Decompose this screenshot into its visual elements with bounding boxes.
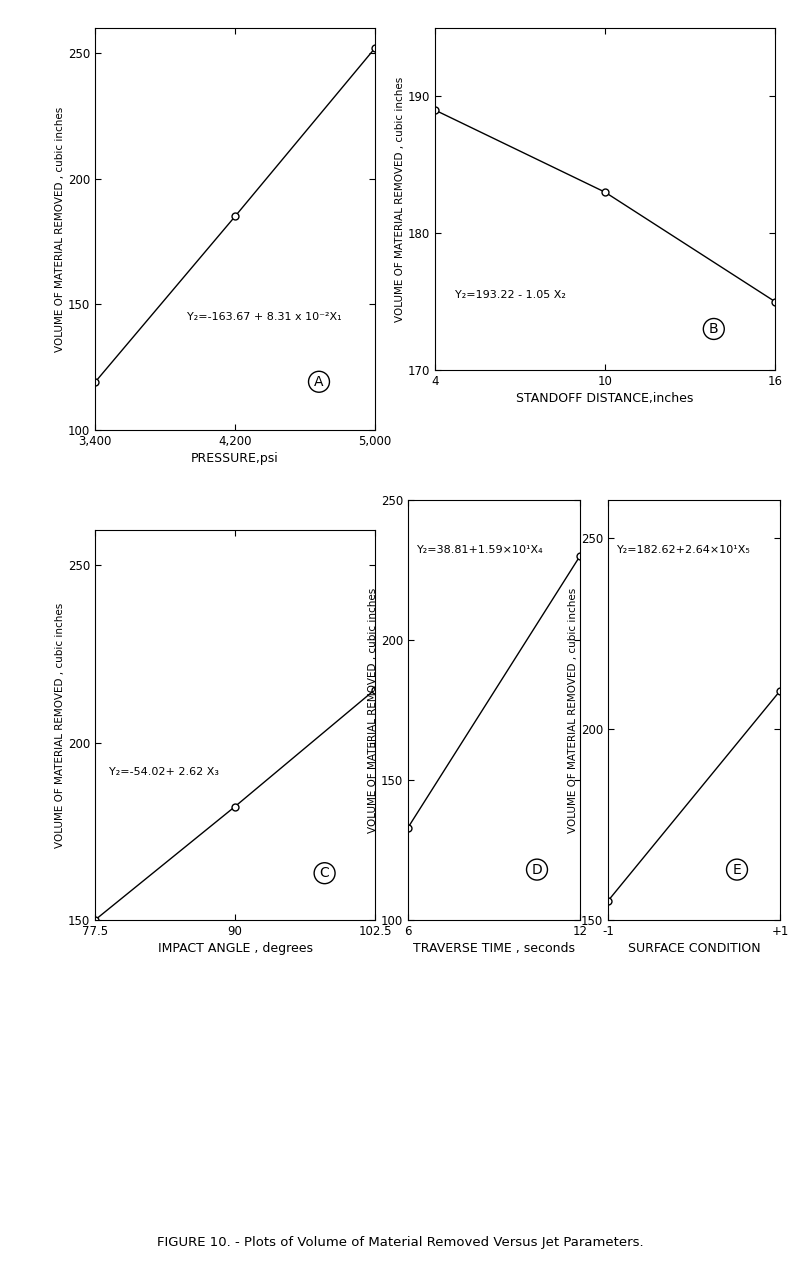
Text: FIGURE 10. - Plots of Volume of Material Removed Versus Jet Parameters.: FIGURE 10. - Plots of Volume of Material… (157, 1236, 643, 1249)
X-axis label: SURFACE CONDITION: SURFACE CONDITION (628, 941, 760, 956)
Text: Y₂=-163.67 + 8.31 x 10⁻²X₁: Y₂=-163.67 + 8.31 x 10⁻²X₁ (187, 312, 342, 322)
Text: C: C (320, 866, 330, 880)
X-axis label: IMPACT ANGLE , degrees: IMPACT ANGLE , degrees (158, 941, 313, 956)
X-axis label: STANDOFF DISTANCE,inches: STANDOFF DISTANCE,inches (516, 392, 694, 405)
Text: D: D (532, 862, 542, 877)
X-axis label: PRESSURE,psi: PRESSURE,psi (191, 452, 279, 465)
Text: Y₂=38.81+1.59×10¹X₄: Y₂=38.81+1.59×10¹X₄ (417, 545, 543, 555)
Y-axis label: VOLUME OF MATERIAL REMOVED , cubic inches: VOLUME OF MATERIAL REMOVED , cubic inche… (568, 587, 578, 833)
Text: Y₂=182.62+2.64×10¹X₅: Y₂=182.62+2.64×10¹X₅ (617, 545, 750, 555)
Text: Y₂=193.22 - 1.05 X₂: Y₂=193.22 - 1.05 X₂ (455, 289, 566, 299)
Y-axis label: VOLUME OF MATERIAL REMOVED , cubic inches: VOLUME OF MATERIAL REMOVED , cubic inche… (395, 76, 405, 321)
Text: B: B (709, 322, 718, 336)
X-axis label: TRAVERSE TIME , seconds: TRAVERSE TIME , seconds (413, 941, 575, 956)
Text: Y₂=-54.02+ 2.62 X₃: Y₂=-54.02+ 2.62 X₃ (109, 767, 219, 777)
Y-axis label: VOLUME OF MATERIAL REMOVED , cubic inches: VOLUME OF MATERIAL REMOVED , cubic inche… (368, 587, 378, 833)
Text: A: A (314, 375, 324, 389)
Text: E: E (733, 862, 742, 877)
Y-axis label: VOLUME OF MATERIAL REMOVED , cubic inches: VOLUME OF MATERIAL REMOVED , cubic inche… (55, 106, 65, 352)
Y-axis label: VOLUME OF MATERIAL REMOVED , cubic inches: VOLUME OF MATERIAL REMOVED , cubic inche… (55, 603, 65, 847)
